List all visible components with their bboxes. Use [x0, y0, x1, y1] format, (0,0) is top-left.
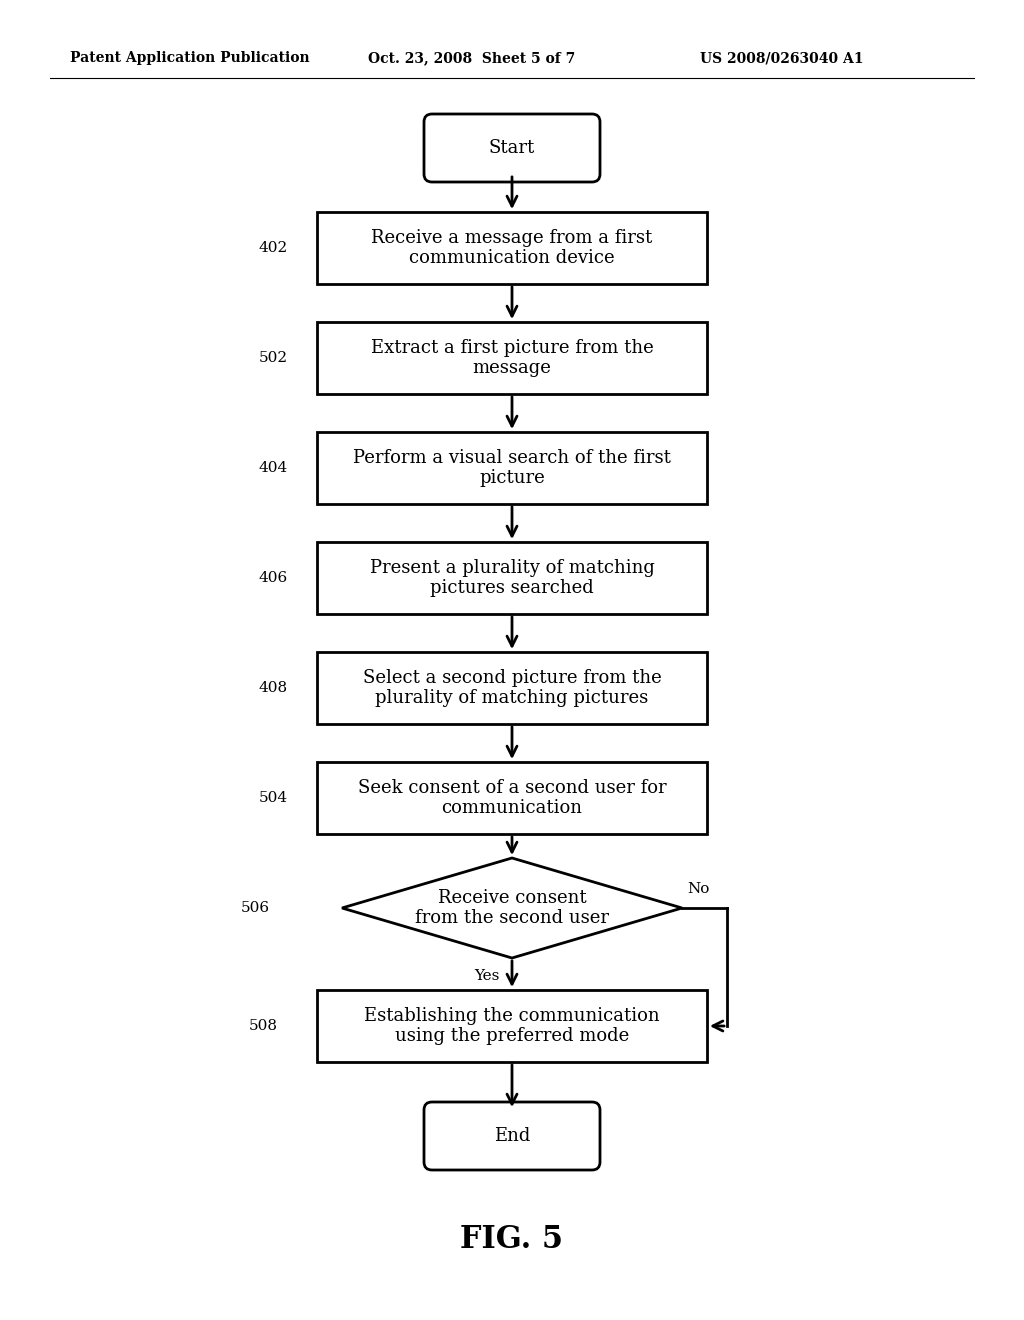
Bar [317, 762, 707, 834]
FancyBboxPatch shape [424, 114, 600, 182]
Bar [317, 990, 707, 1063]
Text: Establishing the communication
using the preferred mode: Establishing the communication using the… [365, 1007, 659, 1045]
Text: End: End [494, 1127, 530, 1144]
Bar [317, 652, 707, 723]
Bar [317, 213, 707, 284]
Text: Present a plurality of matching
pictures searched: Present a plurality of matching pictures… [370, 558, 654, 598]
Text: 508: 508 [249, 1019, 278, 1034]
Text: 404: 404 [259, 461, 288, 475]
Text: 408: 408 [259, 681, 288, 696]
Bar [317, 543, 707, 614]
Text: Receive a message from a first
communication device: Receive a message from a first communica… [372, 228, 652, 268]
Bar [317, 322, 707, 393]
Text: 402: 402 [259, 242, 288, 255]
Text: No: No [687, 882, 710, 896]
Text: Seek consent of a second user for
communication: Seek consent of a second user for commun… [357, 779, 667, 817]
FancyBboxPatch shape [424, 1102, 600, 1170]
Text: 406: 406 [259, 572, 288, 585]
Text: Receive consent
from the second user: Receive consent from the second user [415, 888, 609, 928]
Text: Patent Application Publication: Patent Application Publication [70, 51, 309, 65]
Text: Start: Start [488, 139, 536, 157]
Text: FIG. 5: FIG. 5 [461, 1225, 563, 1255]
Text: US 2008/0263040 A1: US 2008/0263040 A1 [700, 51, 863, 65]
Text: Extract a first picture from the
message: Extract a first picture from the message [371, 339, 653, 378]
Polygon shape [342, 858, 682, 958]
Text: 506: 506 [241, 902, 270, 915]
Bar [317, 432, 707, 504]
Text: Yes: Yes [475, 969, 500, 983]
Text: 504: 504 [259, 791, 288, 805]
Text: Perform a visual search of the first
picture: Perform a visual search of the first pic… [353, 449, 671, 487]
Text: Oct. 23, 2008  Sheet 5 of 7: Oct. 23, 2008 Sheet 5 of 7 [368, 51, 575, 65]
Text: Select a second picture from the
plurality of matching pictures: Select a second picture from the plurali… [362, 669, 662, 708]
Text: 502: 502 [259, 351, 288, 366]
